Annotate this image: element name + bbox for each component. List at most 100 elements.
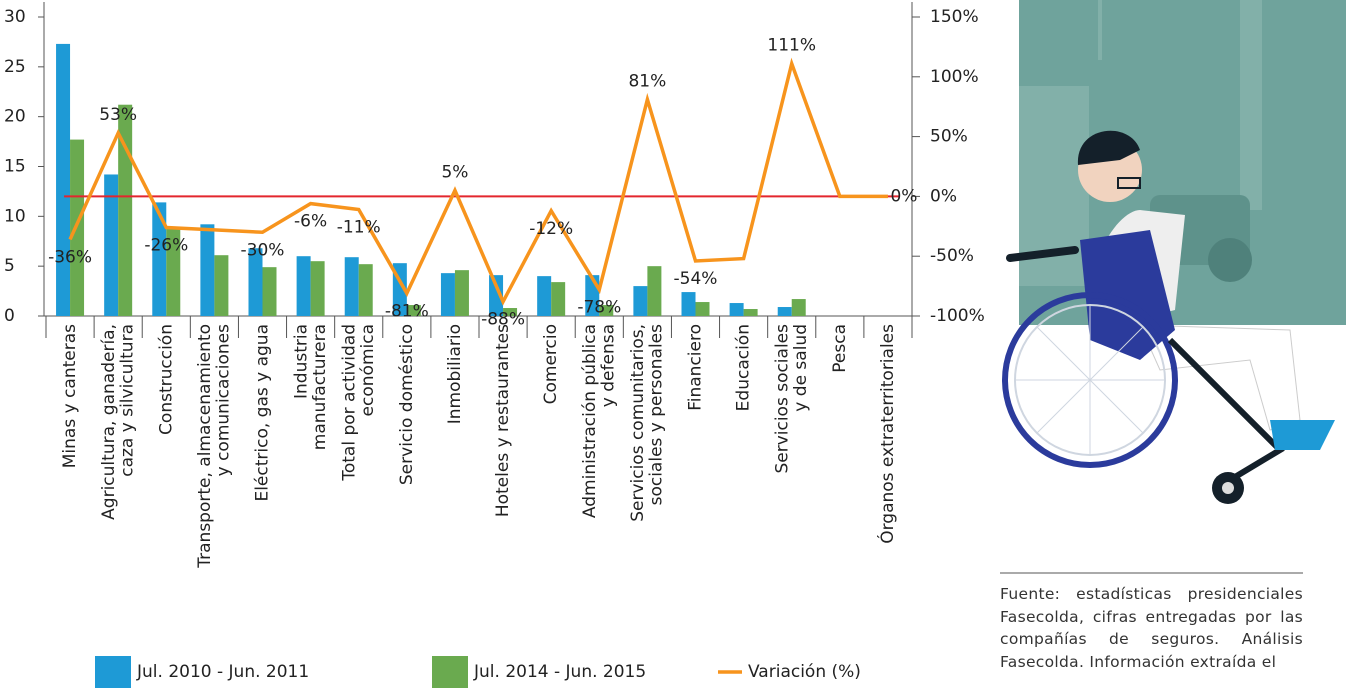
y-tick-label: 30 <box>4 7 26 27</box>
x-label-group: Órganos extraterritoriales <box>876 324 898 544</box>
data-label: -88% <box>481 310 525 330</box>
data-label: 81% <box>628 72 666 92</box>
legend-swatch <box>432 656 468 688</box>
x-label-group: Administración públicay defensa <box>580 324 619 518</box>
bar <box>503 308 518 316</box>
x-tick-label: Servicio doméstico <box>397 324 417 485</box>
x-tick-label: Financiero <box>686 324 706 411</box>
x-tick-label: Inmobiliario <box>445 324 465 424</box>
x-label-group: Total por actividadeconómica <box>339 324 378 482</box>
data-label: -54% <box>674 269 718 289</box>
y2-tick-label: 100% <box>930 67 979 87</box>
bar <box>358 264 373 316</box>
y2-tick-label: -100% <box>930 306 985 326</box>
line-series <box>68 57 888 306</box>
bar <box>214 255 229 316</box>
x-label-group: Industriamanufacturera <box>291 324 330 450</box>
data-label: 0% <box>890 186 917 206</box>
data-label: -26% <box>144 235 188 255</box>
x-label-group: Transporte, almacenamientoy comunicacion… <box>195 324 234 569</box>
bar <box>166 228 181 316</box>
x-tick-label: Transporte, almacenamientoy comunicacion… <box>195 324 234 569</box>
bar <box>440 273 455 316</box>
y-tick-label: 0 <box>4 306 15 326</box>
data-label: -81% <box>385 301 429 321</box>
bar <box>310 261 325 316</box>
y-tick-label: 25 <box>4 57 26 77</box>
data-label: -30% <box>241 240 285 260</box>
x-label-group: Servicio doméstico <box>397 324 417 485</box>
bar <box>599 305 614 316</box>
data-label: -78% <box>577 298 621 318</box>
x-tick-label: Órganos extraterritoriales <box>876 324 898 544</box>
y-tick-label: 20 <box>4 107 26 127</box>
bar <box>489 275 504 316</box>
x-label-group: Construcción <box>156 324 176 435</box>
x-label-group: Pesca <box>830 324 850 373</box>
data-label: 111% <box>767 36 816 56</box>
data-label: -6% <box>294 212 327 232</box>
x-tick-label: Comercio <box>541 324 561 404</box>
legend-label: Jul. 2014 - Jun. 2015 <box>473 662 646 682</box>
bar <box>262 267 277 316</box>
bar <box>647 266 662 316</box>
x-tick-label: Industriamanufacturera <box>291 324 330 450</box>
bar <box>537 276 552 316</box>
bar <box>551 282 566 316</box>
x-tick-label: Construcción <box>156 324 176 435</box>
data-label: -12% <box>529 219 573 239</box>
x-tick-label: Administración públicay defensa <box>580 324 619 518</box>
bar <box>633 286 648 316</box>
illustration <box>1002 0 1346 504</box>
bar <box>406 305 421 316</box>
x-tick-label: Educación <box>734 324 754 411</box>
bar <box>296 256 311 316</box>
bar <box>743 309 758 316</box>
bar <box>791 299 806 316</box>
x-label-group: Servicios comunitarios,sociales y person… <box>628 324 667 522</box>
data-label: 5% <box>441 162 468 182</box>
x-tick-label: Minas y canteras <box>60 324 80 468</box>
y-tick-label: 10 <box>4 206 26 226</box>
bar <box>344 257 359 316</box>
x-tick-label: Agricultura, ganadería,caza y silvicultu… <box>99 324 138 520</box>
x-tick-label: Eléctrico, gas y agua <box>253 324 273 502</box>
x-label-group: Hoteles y restaurantes <box>493 324 513 517</box>
legend-label: Jul. 2010 - Jun. 2011 <box>136 662 309 682</box>
legend-swatch <box>95 656 131 688</box>
x-tick-label: Hoteles y restaurantes <box>493 324 513 517</box>
bar <box>104 174 119 316</box>
bar <box>681 292 696 316</box>
data-label: -11% <box>337 218 381 238</box>
bar <box>695 302 710 316</box>
bar <box>118 104 133 316</box>
y2-tick-label: 0% <box>930 186 957 206</box>
y2-tick-label: 50% <box>930 127 968 147</box>
y2-tick-label: -50% <box>930 246 974 266</box>
x-label-group: Eléctrico, gas y agua <box>253 324 273 502</box>
bar <box>729 303 744 316</box>
x-tick-label: Servicios comunitarios,sociales y person… <box>628 324 667 522</box>
source-text: Fuente: estadísticas presidenciales Fase… <box>1000 585 1303 671</box>
bar <box>56 43 71 316</box>
x-label-group: Minas y canteras <box>60 324 80 468</box>
x-label-group: Comercio <box>541 324 561 404</box>
bar <box>152 202 167 316</box>
x-tick-label: Total por actividadeconómica <box>339 324 378 482</box>
x-tick-label: Pesca <box>830 324 850 373</box>
y-tick-label: 15 <box>4 157 26 177</box>
data-label: 53% <box>99 105 137 125</box>
x-label-group: Servicios socialesy de salud <box>772 324 811 474</box>
bar <box>777 307 792 316</box>
x-label-group: Inmobiliario <box>445 324 465 424</box>
bar <box>454 270 469 316</box>
bar <box>248 248 263 316</box>
data-label: -36% <box>48 247 92 267</box>
x-label-group: Educación <box>734 324 754 411</box>
y-tick-label: 5 <box>4 256 15 276</box>
bar <box>200 224 215 316</box>
legend-label: Variación (%) <box>748 662 861 682</box>
x-label-group: Financiero <box>686 324 706 411</box>
